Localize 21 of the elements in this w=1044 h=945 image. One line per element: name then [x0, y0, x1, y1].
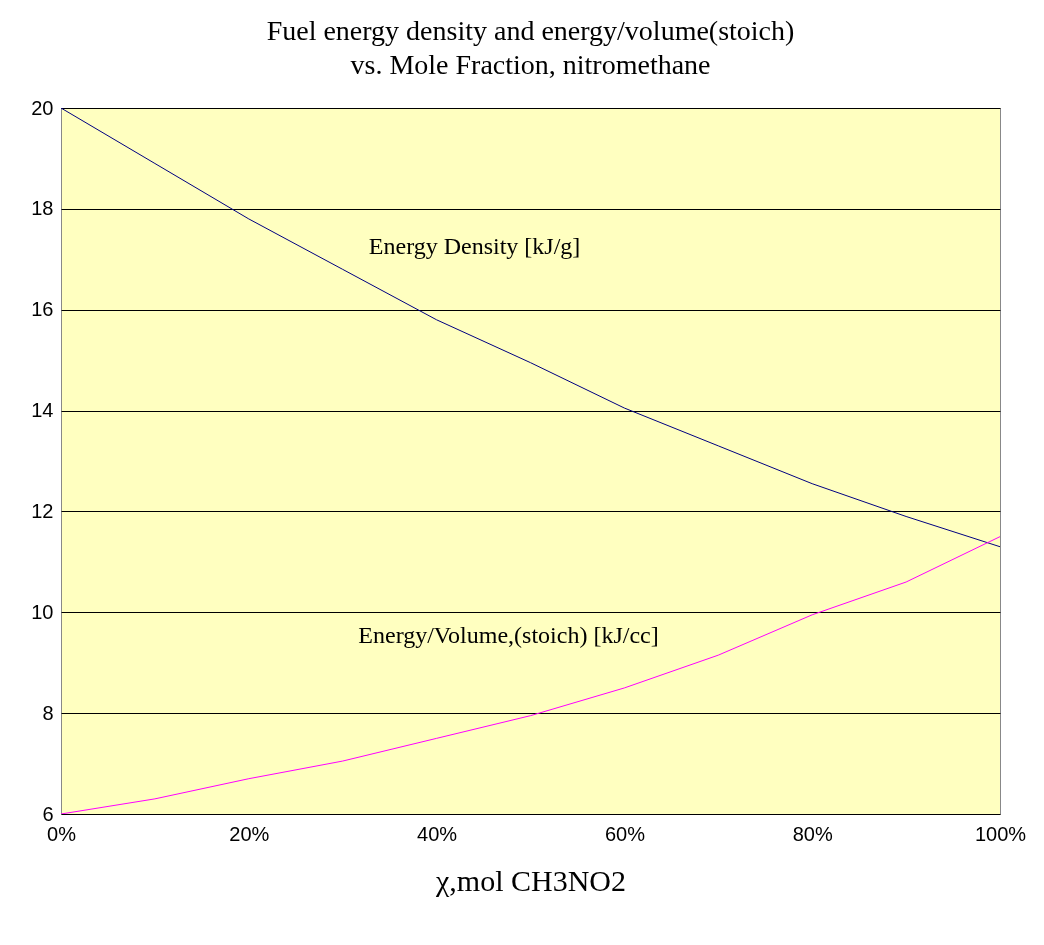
y-tick-label: 16	[31, 298, 54, 321]
x-tick-label: 60%	[604, 822, 646, 845]
y-tick-label: 6	[42, 802, 54, 825]
y-tick-label: 8	[42, 701, 54, 724]
x-tick-label: 20%	[229, 822, 270, 845]
x-tick-label: 80%	[792, 822, 833, 845]
series-label: Energy Density [kJ/g]	[368, 232, 581, 259]
x-tick-label: 0%	[47, 822, 77, 845]
y-tick-label: 20	[31, 96, 54, 119]
chart-subtitle: vs. Mole Fraction, nitromethane	[350, 49, 711, 80]
y-tick-label: 18	[31, 197, 54, 220]
x-tick-label: 100%	[974, 822, 1027, 845]
line-series	[61, 108, 1000, 548]
line-series	[61, 536, 1000, 814]
y-tick-label: 14	[31, 399, 54, 422]
x-tick-label: 40%	[417, 822, 458, 845]
y-tick-label: 12	[31, 499, 54, 522]
chart-title: Fuel energy density and energy/volume(stoich)	[266, 15, 795, 46]
x-axis-title: χ,mol CH3NO2	[435, 863, 626, 897]
y-tick-label: 10	[31, 600, 54, 623]
series-label: Energy/Volume,(stoich) [kJ/cc]	[358, 621, 659, 648]
